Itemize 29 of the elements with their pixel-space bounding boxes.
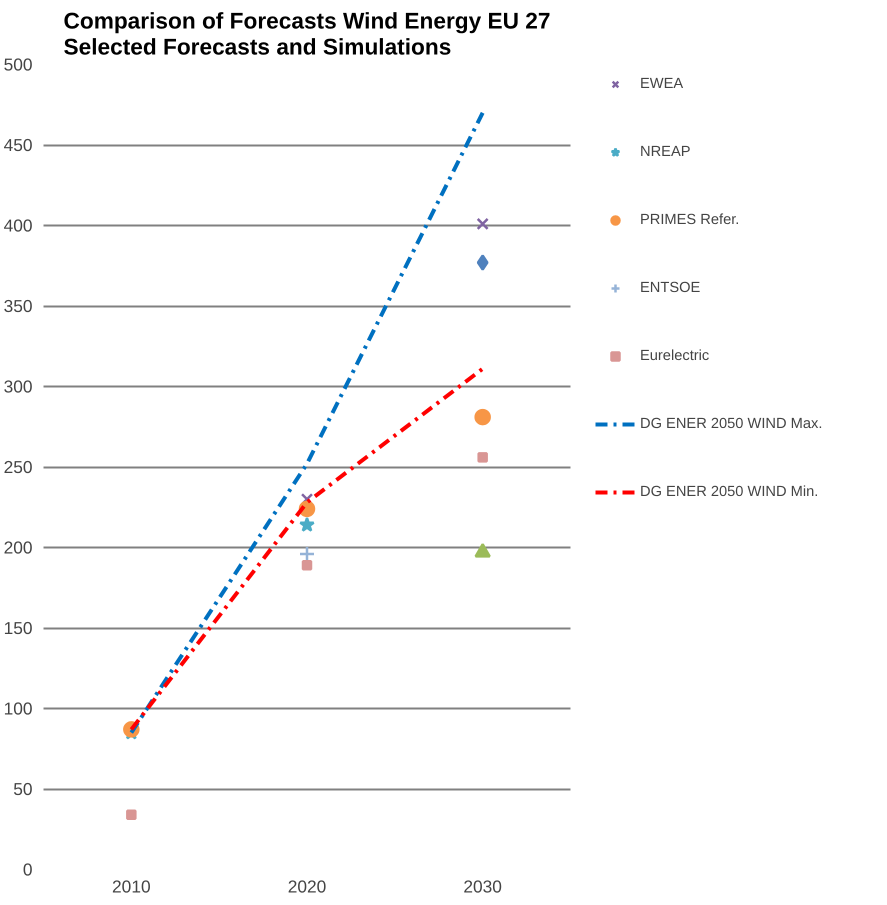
point [302, 560, 312, 570]
point [299, 516, 315, 532]
x-tick-label: 2010 [112, 876, 151, 896]
point [126, 810, 137, 820]
point [474, 408, 491, 426]
legend-label: PRIMES Refer. [640, 212, 740, 228]
y-tick-label: 50 [13, 779, 33, 799]
y-tick-label: 150 [4, 618, 33, 638]
y-tick-label: 450 [4, 135, 33, 155]
legend-label: DG ENER 2050 WIND Min. [640, 484, 818, 500]
y-tick-label: 400 [4, 216, 33, 236]
y-tick-label: 300 [4, 376, 33, 396]
chart-title: Comparison of Forecasts Wind Energy EU 27 Selected Forecasts and Simulations [63, 8, 551, 60]
y-tick-label: 100 [4, 698, 33, 718]
legend-label: ENTSOE [640, 280, 700, 296]
legend-label: NREAP [640, 144, 690, 160]
y-tick-label: 0 [22, 860, 33, 880]
legend-label: Eurelectric [640, 348, 710, 364]
x-tick-label: 2020 [288, 876, 326, 896]
point [476, 218, 489, 230]
x-tick-label: 2030 [463, 876, 502, 896]
legend-label: DG ENER 2050 WIND Max. [640, 416, 822, 432]
legend-label: EWEA [640, 76, 684, 92]
y-tick-label: 500 [4, 54, 33, 74]
point [477, 452, 488, 463]
y-tick-label: 350 [4, 296, 33, 316]
point [476, 254, 489, 271]
y-tick-label: 250 [4, 457, 33, 477]
y-tick-label: 200 [4, 538, 33, 558]
